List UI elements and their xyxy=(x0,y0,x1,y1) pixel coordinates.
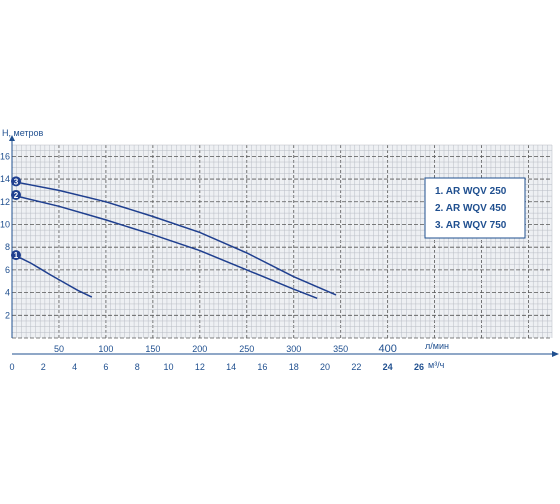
x2-tick-label: 24 xyxy=(383,362,393,372)
x2-tick-label: 16 xyxy=(257,362,267,372)
series-line-1 xyxy=(11,254,93,298)
x2-tick-label: 0 xyxy=(9,362,14,372)
series-marker-label: 1 xyxy=(14,251,19,260)
x-tick-label: 250 xyxy=(239,344,254,354)
legend-entry: 2. AR WQV 450 xyxy=(435,203,507,214)
x2-tick-label: 12 xyxy=(195,362,205,372)
y-tick-label: 14 xyxy=(0,174,10,184)
series-marker-1 xyxy=(11,250,21,261)
x2-tick-label: 4 xyxy=(72,362,77,372)
x2-tick-label: 8 xyxy=(135,362,140,372)
x-axis-label: л/мин xyxy=(425,341,449,351)
series-marker-3 xyxy=(11,176,21,187)
y-axis-arrow xyxy=(9,135,15,141)
series-lines: 1 2 3 xyxy=(11,176,337,299)
x2-tick-label: 18 xyxy=(289,362,299,372)
x2-axis-label: м³/ч xyxy=(428,360,445,370)
y-tick-label: 8 xyxy=(5,242,10,252)
y-tick-label: 10 xyxy=(0,219,10,229)
legend-entry: 1. AR WQV 250 xyxy=(435,186,507,197)
x-tick-label: 400 xyxy=(378,343,396,355)
series-marker-label: 2 xyxy=(14,191,19,200)
y-tick-label: 16 xyxy=(0,151,10,161)
series-marker-label: 3 xyxy=(14,177,19,186)
x2-tick-label: 20 xyxy=(320,362,330,372)
legend-entry: 3. AR WQV 750 xyxy=(435,220,507,231)
y-tick-label: 6 xyxy=(5,265,10,275)
x-tick-label: 50 xyxy=(54,344,64,354)
legend-box xyxy=(424,177,526,239)
series-line-2 xyxy=(11,194,318,299)
y-tick-label: 4 xyxy=(5,288,10,298)
legend: 1. AR WQV 250 2. AR WQV 450 3. AR WQV 750 xyxy=(424,177,526,239)
x-tick-label: 300 xyxy=(286,344,301,354)
y-tick-label: 12 xyxy=(0,197,10,207)
x2-tick-label: 10 xyxy=(164,362,174,372)
series-line-3 xyxy=(11,180,337,296)
y-axis-label: H, метров xyxy=(2,128,44,138)
x2-tick-label: 14 xyxy=(226,362,236,372)
x-tick-label: 100 xyxy=(98,344,113,354)
x2-tick-label: 26 xyxy=(414,362,424,372)
x-tick-label: 150 xyxy=(145,344,160,354)
x2-tick-label: 2 xyxy=(41,362,46,372)
grid xyxy=(11,144,553,339)
y-tick-label: 2 xyxy=(5,310,10,320)
series-marker-2 xyxy=(11,189,21,200)
x2-tick-label: 22 xyxy=(351,362,361,372)
x2-tick-label: 6 xyxy=(103,362,108,372)
x-tick-label: 350 xyxy=(333,344,348,354)
x-axis-arrow xyxy=(552,351,559,357)
x-tick-label: 200 xyxy=(192,344,207,354)
